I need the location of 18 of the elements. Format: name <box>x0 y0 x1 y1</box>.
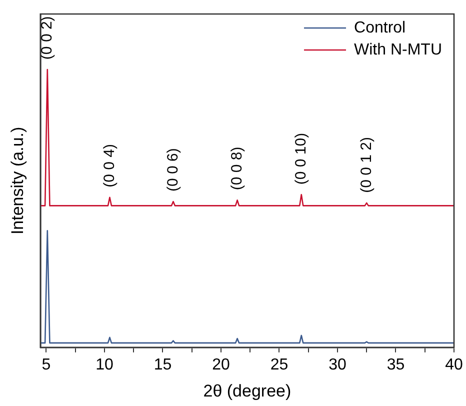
x-tick-label: 10 <box>96 356 114 374</box>
x-tick-label: 5 <box>42 356 51 374</box>
annotation: (0 0 10) <box>292 132 310 185</box>
x-axis-title: 2θ (degree) <box>203 381 292 400</box>
legend-label: With N-MTU <box>354 41 442 58</box>
x-tick-label: 30 <box>328 356 346 374</box>
x-tick-label: 20 <box>212 356 230 374</box>
annotation: (0 0 4) <box>100 144 118 188</box>
x-tick-label: 35 <box>386 356 405 374</box>
x-tick-label: 15 <box>154 356 172 374</box>
annotation: (0 0 2) <box>38 16 56 60</box>
y-axis-title: Intensity (a.u.) <box>8 126 27 235</box>
annotation: (0 0 1 2) <box>358 137 375 193</box>
x-tick-label: 40 <box>445 356 463 374</box>
x-tick-label: 25 <box>270 356 288 374</box>
annotation: (0 0 8) <box>228 146 246 190</box>
annotation: (0 0 6) <box>164 148 182 192</box>
legend-label: Control <box>354 19 406 36</box>
